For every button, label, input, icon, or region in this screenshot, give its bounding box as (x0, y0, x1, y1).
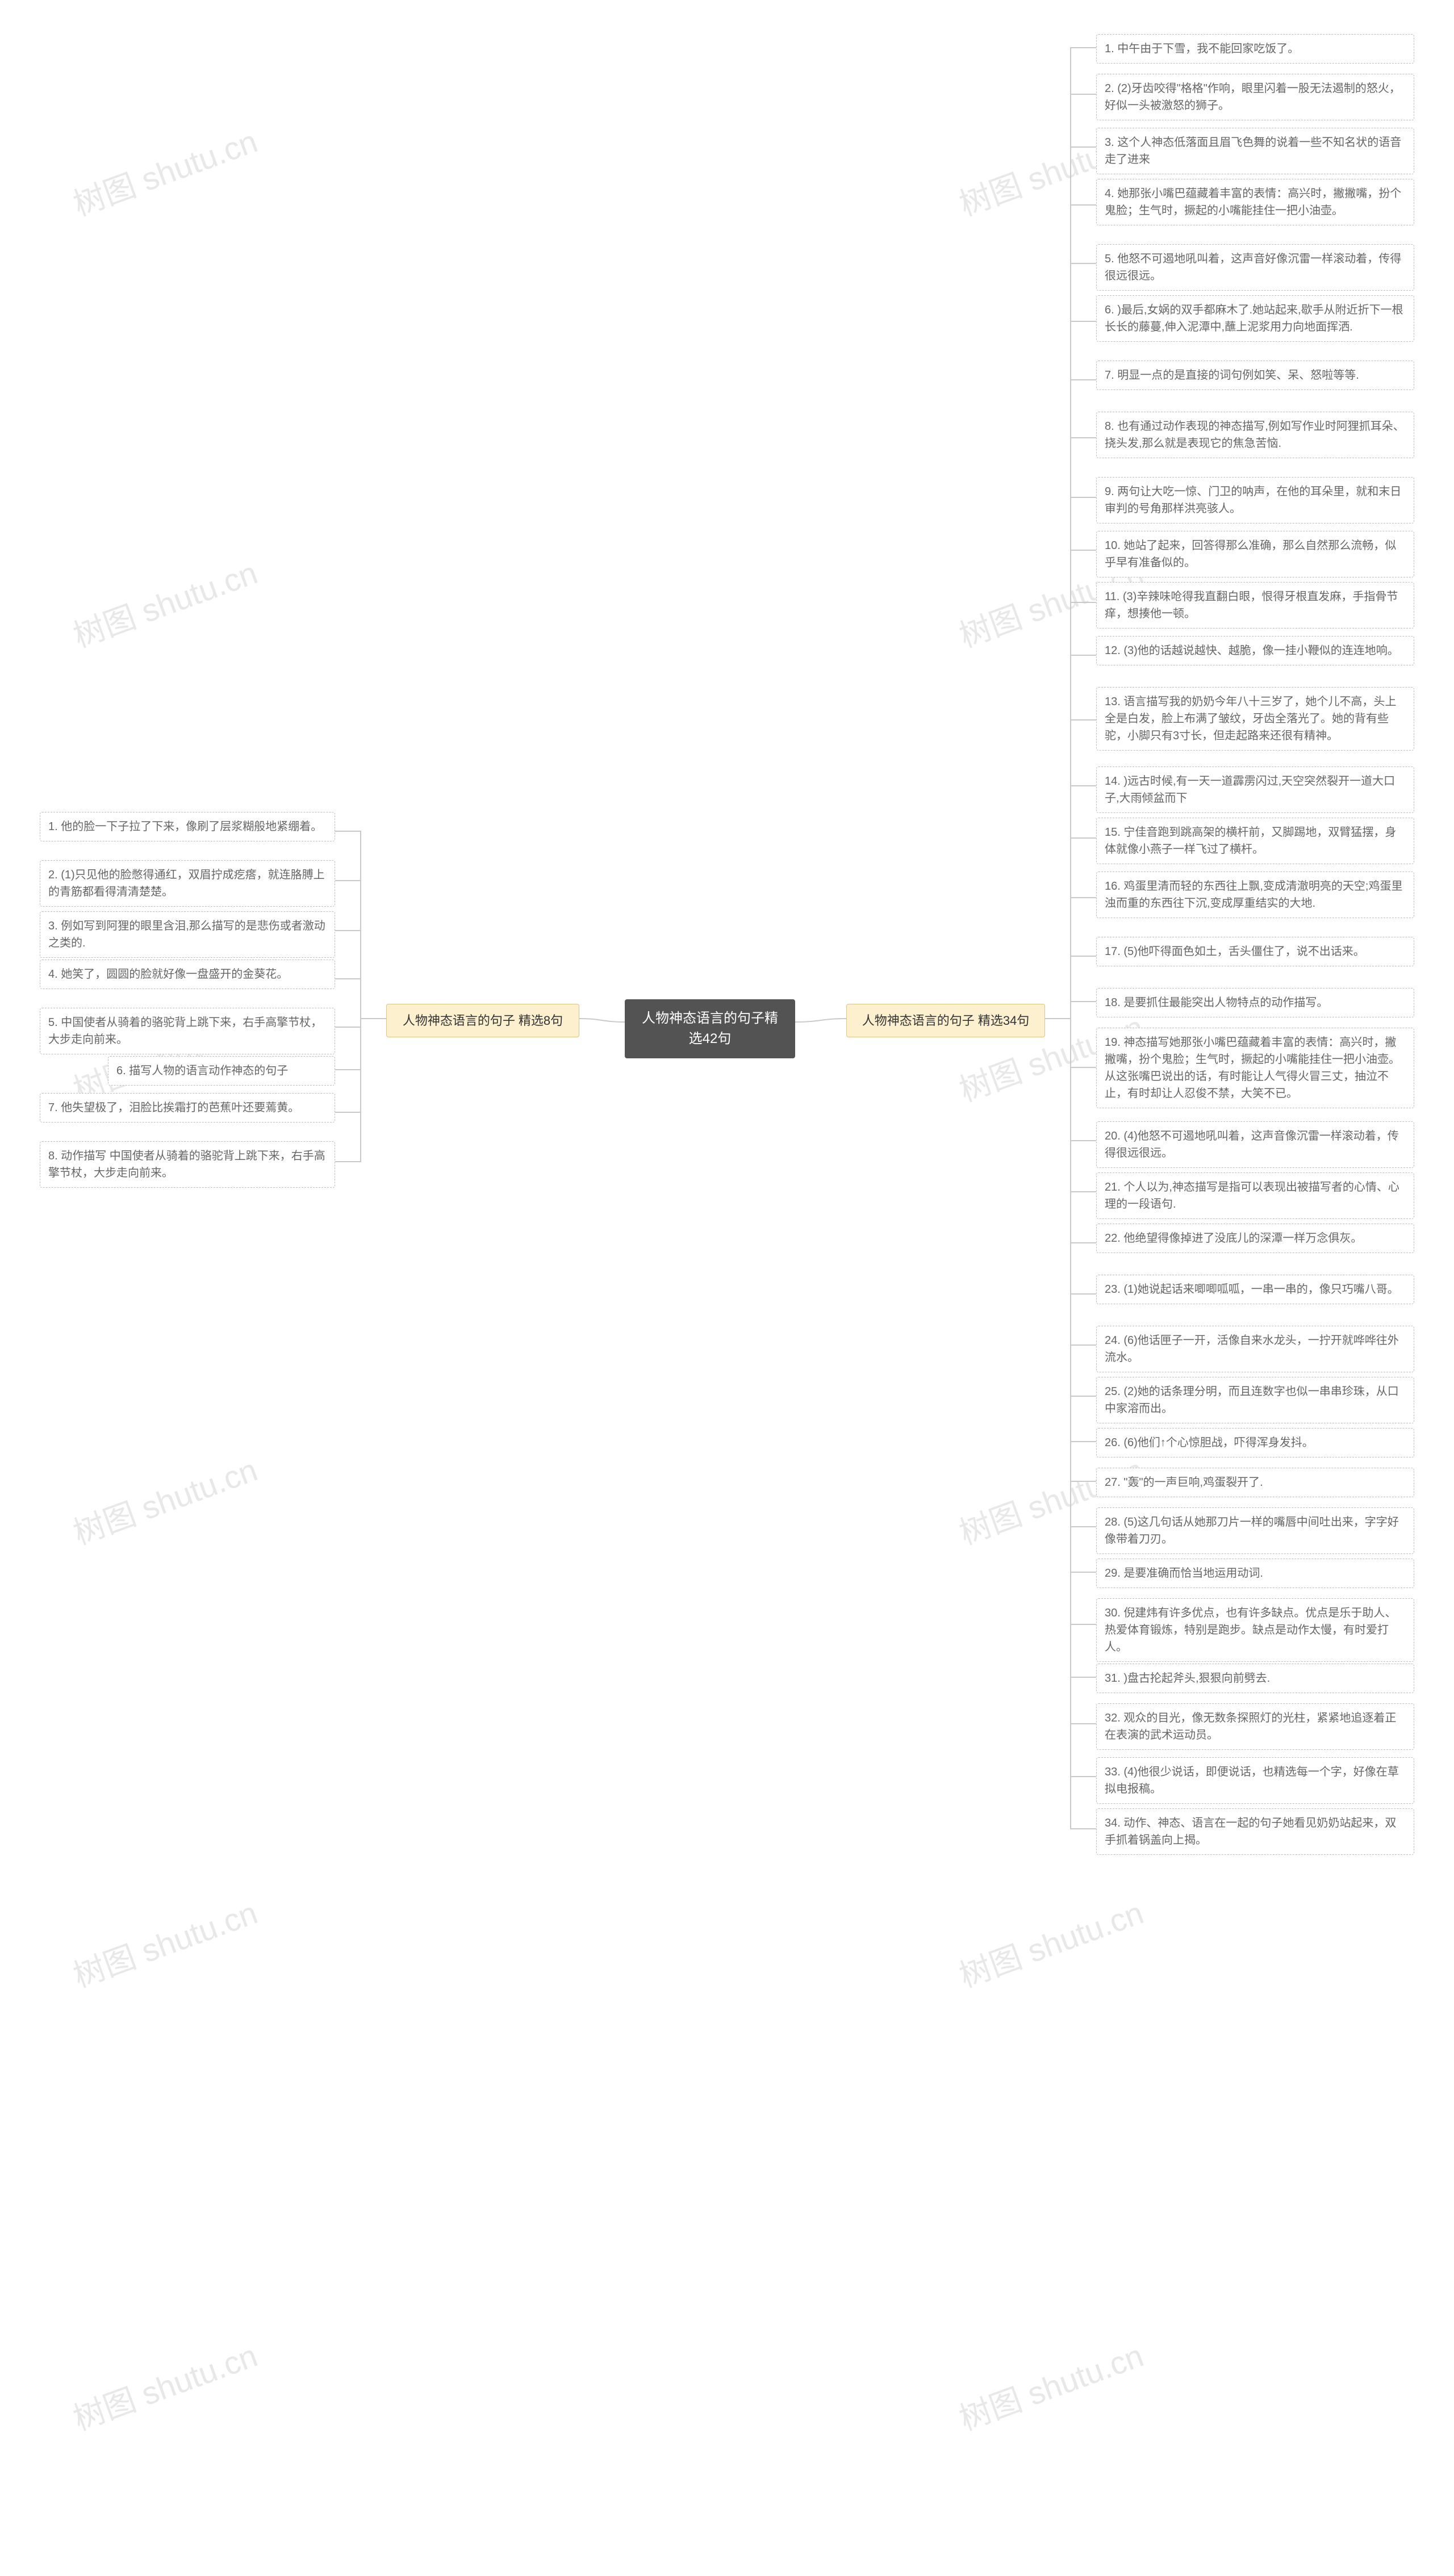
leaf-label: 5. 他怒不可遏地吼叫着，这声音好像沉雷一样滚动着，传得很远很远。 (1105, 253, 1401, 282)
leaf-label: 20. (4)他怒不可遏地吼叫着，这声音像沉雷一样滚动着，传得很远很远。 (1105, 1130, 1399, 1159)
leaf-right[interactable]: 16. 鸡蛋里清而轻的东西往上飘,变成清澈明亮的天空;鸡蛋里浊而重的东西往下沉,… (1096, 872, 1414, 918)
leaf-left[interactable]: 3. 例如写到阿狸的眼里含泪,那么描写的是悲伤或者激动之类的. (40, 911, 335, 958)
leaf-right[interactable]: 18. 是要抓住最能突出人物特点的动作描写。 (1096, 988, 1414, 1017)
leaf-label: 4. 她那张小嘴巴蕴藏着丰富的表情：高兴时，撇撇嘴，扮个鬼脸；生气时，撅起的小嘴… (1105, 187, 1401, 217)
leaf-label: 34. 动作、神态、语言在一起的句子她看见奶奶站起来，双手抓着锅盖向上揭。 (1105, 1817, 1396, 1846)
leaf-label: 1. 他的脸一下子拉了下来，像刷了层浆糊般地紧绷着。 (48, 820, 322, 833)
leaf-right[interactable]: 25. (2)她的话条理分明，而且连数字也似一串串珍珠，从口中家溶而出。 (1096, 1377, 1414, 1423)
leaf-left[interactable]: 6. 描写人物的语言动作神态的句子 (108, 1056, 335, 1086)
leaf-right[interactable]: 22. 他绝望得像掉进了没底儿的深潭一样万念俱灰。 (1096, 1224, 1414, 1253)
leaf-label: 33. (4)他很少说话，即便说话，也精选每一个字，好像在草拟电报稿。 (1105, 1766, 1399, 1795)
root-node[interactable]: 人物神态语言的句子精选42句 (625, 999, 795, 1058)
leaf-label: 7. 他失望极了，泪脸比挨霜打的芭蕉叶还要蔫黄。 (48, 1101, 299, 1114)
branch-left-label: 人物神态语言的句子 精选8句 (403, 1013, 563, 1028)
leaf-right[interactable]: 23. (1)她说起话来唧唧呱呱，一串一串的，像只巧嘴八哥。 (1096, 1275, 1414, 1304)
leaf-right[interactable]: 31. )盘古抡起斧头,狠狠向前劈去. (1096, 1664, 1414, 1693)
leaf-label: 3. 这个人神态低落面且眉飞色舞的说着一些不知名状的语音走了进来 (1105, 136, 1401, 166)
leaf-label: 30. 倪建炜有许多优点，也有许多缺点。优点是乐于助人、热爱体育锻炼，特别是跑步… (1105, 1607, 1396, 1653)
leaf-left[interactable]: 4. 她笑了，圆圆的脸就好像一盘盛开的金葵花。 (40, 960, 335, 989)
leaf-label: 6. )最后,女娲的双手都麻木了.她站起来,歇手从附近折下一根长长的藤蔓,伸入泥… (1105, 304, 1403, 333)
leaf-label: 22. 他绝望得像掉进了没底儿的深潭一样万念俱灰。 (1105, 1232, 1362, 1245)
leaf-right[interactable]: 30. 倪建炜有许多优点，也有许多缺点。优点是乐于助人、热爱体育锻炼，特别是跑步… (1096, 1598, 1414, 1662)
leaf-label: 13. 语言描写我的奶奶今年八十三岁了，她个儿不高，头上全是白发，脸上布满了皱纹… (1105, 696, 1396, 742)
leaf-label: 19. 神态描写她那张小嘴巴蕴藏着丰富的表情：高兴时，撇撇嘴，扮个鬼脸；生气时，… (1105, 1036, 1400, 1100)
leaf-right[interactable]: 8. 也有通过动作表现的神态描写,例如写作业时阿狸抓耳朵、挠头发,那么就是表现它… (1096, 412, 1414, 458)
leaf-right[interactable]: 24. (6)他话匣子一开，活像自来水龙头，一拧开就哗哗往外流水。 (1096, 1326, 1414, 1372)
leaf-right[interactable]: 5. 他怒不可遏地吼叫着，这声音好像沉雷一样滚动着，传得很远很远。 (1096, 244, 1414, 291)
leaf-left[interactable]: 1. 他的脸一下子拉了下来，像刷了层浆糊般地紧绷着。 (40, 812, 335, 841)
leaf-right[interactable]: 7. 明显一点的是直接的词句例如笑、呆、怒啦等等. (1096, 361, 1414, 390)
leaf-label: 21. 个人以为,神态描写是指可以表现出被描写者的心情、心理的一段语句. (1105, 1181, 1399, 1210)
leaf-label: 32. 观众的目光，像无数条探照灯的光柱，紧紧地追逐着正在表演的武术运动员。 (1105, 1712, 1396, 1741)
leaf-label: 28. (5)这几句话从她那刀片一样的嘴唇中间吐出来，字字好像带着刀刃。 (1105, 1516, 1399, 1545)
branch-right-label: 人物神态语言的句子 精选34句 (862, 1013, 1030, 1028)
leaf-right[interactable]: 2. (2)牙齿咬得"格格"作响，眼里闪着一股无法遏制的怒火，好似一头被激怒的狮… (1096, 74, 1414, 120)
leaf-right[interactable]: 20. (4)他怒不可遏地吼叫着，这声音像沉雷一样滚动着，传得很远很远。 (1096, 1121, 1414, 1168)
leaf-label: 27. "轰"的一声巨响,鸡蛋裂开了. (1105, 1476, 1263, 1489)
leaf-label: 31. )盘古抡起斧头,狠狠向前劈去. (1105, 1672, 1270, 1685)
leaf-label: 5. 中国使者从骑着的骆驼背上跳下来，右手高擎节杖，大步走向前来。 (48, 1016, 322, 1046)
leaf-right[interactable]: 26. (6)他们↑个心惊胆战，吓得浑身发抖。 (1096, 1428, 1414, 1457)
branch-left[interactable]: 人物神态语言的句子 精选8句 (386, 1004, 579, 1037)
leaf-right[interactable]: 1. 中午由于下雪，我不能回家吃饭了。 (1096, 34, 1414, 64)
leaf-left[interactable]: 2. (1)只见他的脸憋得通红，双眉拧成疙瘩，就连胳膊上的青筋都看得清清楚楚。 (40, 860, 335, 907)
leaf-left[interactable]: 7. 他失望极了，泪脸比挨霜打的芭蕉叶还要蔫黄。 (40, 1093, 335, 1122)
branch-right[interactable]: 人物神态语言的句子 精选34句 (846, 1004, 1045, 1037)
leaf-label: 2. (1)只见他的脸憋得通红，双眉拧成疙瘩，就连胳膊上的青筋都看得清清楚楚。 (48, 869, 325, 898)
leaf-right[interactable]: 19. 神态描写她那张小嘴巴蕴藏着丰富的表情：高兴时，撇撇嘴，扮个鬼脸；生气时，… (1096, 1028, 1414, 1108)
leaf-label: 18. 是要抓住最能突出人物特点的动作描写。 (1105, 996, 1328, 1009)
leaf-right[interactable]: 33. (4)他很少说话，即便说话，也精选每一个字，好像在草拟电报稿。 (1096, 1757, 1414, 1804)
leaf-label: 8. 也有通过动作表现的神态描写,例如写作业时阿狸抓耳朵、挠头发,那么就是表现它… (1105, 420, 1405, 450)
leaf-label: 29. 是要准确而恰当地运用动词. (1105, 1567, 1263, 1580)
leaf-right[interactable]: 4. 她那张小嘴巴蕴藏着丰富的表情：高兴时，撇撇嘴，扮个鬼脸；生气时，撅起的小嘴… (1096, 179, 1414, 225)
leaf-right[interactable]: 32. 观众的目光，像无数条探照灯的光柱，紧紧地追逐着正在表演的武术运动员。 (1096, 1703, 1414, 1750)
leaf-label: 23. (1)她说起话来唧唧呱呱，一串一串的，像只巧嘴八哥。 (1105, 1283, 1399, 1296)
leaf-label: 17. (5)他吓得面色如土，舌头僵住了，说不出话来。 (1105, 945, 1365, 958)
leaf-label: 10. 她站了起来，回答得那么准确，那么自然那么流畅，似乎早有准备似的。 (1105, 539, 1396, 569)
leaf-label: 14. )远古时候,有一天一道霹雳闪过,天空突然裂开一道大口子,大雨倾盆而下 (1105, 775, 1395, 805)
leaf-right[interactable]: 34. 动作、神态、语言在一起的句子她看见奶奶站起来，双手抓着锅盖向上揭。 (1096, 1808, 1414, 1855)
leaf-label: 26. (6)他们↑个心惊胆战，吓得浑身发抖。 (1105, 1436, 1314, 1449)
leaf-label: 15. 宁佳音跑到跳高架的横杆前，又脚踢地，双臂猛摆，身体就像小燕子一样飞过了横… (1105, 826, 1396, 856)
leaf-label: 3. 例如写到阿狸的眼里含泪,那么描写的是悲伤或者激动之类的. (48, 920, 325, 949)
leaf-right[interactable]: 29. 是要准确而恰当地运用动词. (1096, 1559, 1414, 1588)
leaf-label: 16. 鸡蛋里清而轻的东西往上飘,变成清澈明亮的天空;鸡蛋里浊而重的东西往下沉,… (1105, 880, 1402, 910)
leaf-label: 24. (6)他话匣子一开，活像自来水龙头，一拧开就哗哗往外流水。 (1105, 1334, 1399, 1364)
leaf-right[interactable]: 12. (3)他的话越说越快、越脆，像一挂小鞭似的连连地响。 (1096, 636, 1414, 665)
leaf-right[interactable]: 21. 个人以为,神态描写是指可以表现出被描写者的心情、心理的一段语句. (1096, 1172, 1414, 1219)
leaf-right[interactable]: 6. )最后,女娲的双手都麻木了.她站起来,歇手从附近折下一根长长的藤蔓,伸入泥… (1096, 295, 1414, 342)
leaf-label: 12. (3)他的话越说越快、越脆，像一挂小鞭似的连连地响。 (1105, 644, 1399, 657)
leaf-label: 7. 明显一点的是直接的词句例如笑、呆、怒啦等等. (1105, 369, 1359, 382)
leaf-label: 4. 她笑了，圆圆的脸就好像一盘盛开的金葵花。 (48, 968, 288, 981)
leaf-label: 11. (3)辛辣味呛得我直翻白眼，恨得牙根直发麻，手指骨节痒，想揍他一顿。 (1105, 590, 1398, 620)
leaf-right[interactable]: 10. 她站了起来，回答得那么准确，那么自然那么流畅，似乎早有准备似的。 (1096, 531, 1414, 577)
leaf-right[interactable]: 13. 语言描写我的奶奶今年八十三岁了，她个儿不高，头上全是白发，脸上布满了皱纹… (1096, 687, 1414, 751)
leaf-right[interactable]: 27. "轰"的一声巨响,鸡蛋裂开了. (1096, 1468, 1414, 1497)
leaf-right[interactable]: 3. 这个人神态低落面且眉飞色舞的说着一些不知名状的语音走了进来 (1096, 128, 1414, 174)
leaf-label: 9. 两句让大吃一惊、门卫的呐声，在他的耳朵里，就和末日审判的号角那样洪亮骇人。 (1105, 485, 1401, 515)
mindmap-canvas: 人物神态语言的句子精选42句 人物神态语言的句子 精选8句 人物神态语言的句子 … (0, 0, 1454, 2576)
leaf-left[interactable]: 5. 中国使者从骑着的骆驼背上跳下来，右手高擎节杖，大步走向前来。 (40, 1008, 335, 1054)
leaf-label: 1. 中午由于下雪，我不能回家吃饭了。 (1105, 43, 1299, 55)
leaf-left[interactable]: 8. 动作描写 中国使者从骑着的骆驼背上跳下来，右手高擎节杖，大步走向前来。 (40, 1141, 335, 1188)
leaf-right[interactable]: 15. 宁佳音跑到跳高架的横杆前，又脚踢地，双臂猛摆，身体就像小燕子一样飞过了横… (1096, 818, 1414, 864)
leaf-right[interactable]: 17. (5)他吓得面色如土，舌头僵住了，说不出话来。 (1096, 937, 1414, 966)
leaf-label: 6. 描写人物的语言动作神态的句子 (116, 1065, 288, 1077)
leaf-label: 2. (2)牙齿咬得"格格"作响，眼里闪着一股无法遏制的怒火，好似一头被激怒的狮… (1105, 82, 1401, 112)
leaf-right[interactable]: 14. )远古时候,有一天一道霹雳闪过,天空突然裂开一道大口子,大雨倾盆而下 (1096, 766, 1414, 813)
leaf-right[interactable]: 28. (5)这几句话从她那刀片一样的嘴唇中间吐出来，字字好像带着刀刃。 (1096, 1507, 1414, 1554)
leaf-right[interactable]: 11. (3)辛辣味呛得我直翻白眼，恨得牙根直发麻，手指骨节痒，想揍他一顿。 (1096, 582, 1414, 629)
leaf-right[interactable]: 9. 两句让大吃一惊、门卫的呐声，在他的耳朵里，就和末日审判的号角那样洪亮骇人。 (1096, 477, 1414, 523)
root-label: 人物神态语言的句子精选42句 (642, 1011, 778, 1046)
leaf-label: 8. 动作描写 中国使者从骑着的骆驼背上跳下来，右手高擎节杖，大步走向前来。 (48, 1150, 325, 1179)
leaf-label: 25. (2)她的话条理分明，而且连数字也似一串串珍珠，从口中家溶而出。 (1105, 1385, 1399, 1415)
